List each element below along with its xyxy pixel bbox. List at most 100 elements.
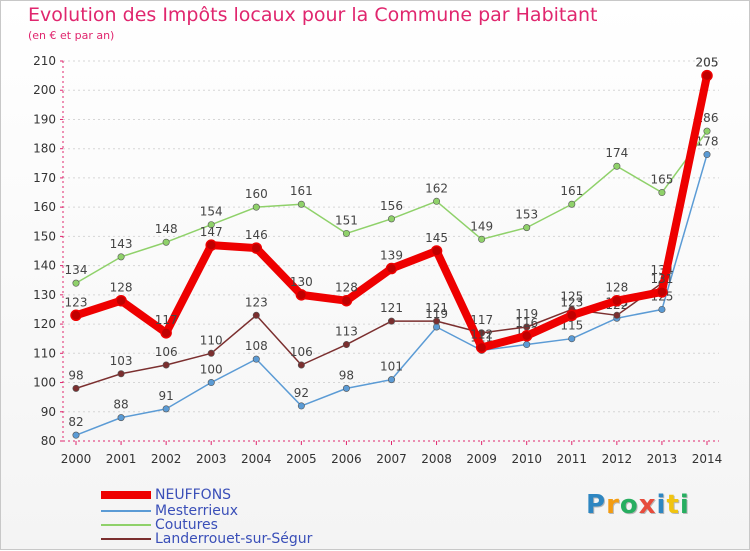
data-label: 128 [335,281,358,295]
y-tick-label: 170 [33,171,56,185]
data-point [160,327,172,339]
data-label: 116 [515,316,538,330]
data-point [433,317,441,325]
y-tick-label: 200 [33,83,56,97]
chart-subtitle: (en € et par an) [28,29,115,42]
y-tick-label: 120 [33,317,56,331]
data-label: 205 [696,56,719,70]
data-point [658,305,666,313]
data-label: 106 [155,345,178,359]
data-point [478,235,486,243]
data-label: 125 [560,289,583,303]
data-label: 88 [113,398,128,412]
data-label: 205 [696,56,719,70]
data-point [523,341,531,349]
data-point [611,294,623,307]
logo-letter: i [656,490,667,520]
data-label: 147 [200,225,223,239]
y-tick-label: 130 [33,288,56,302]
logo-letter: o [619,490,639,520]
x-tick-label: 2003 [196,452,227,466]
data-label: 103 [110,354,133,368]
data-point [250,242,263,254]
data-label: 130 [290,275,313,289]
data-label: 174 [605,146,628,160]
legend-label: Coutures [155,516,218,533]
data-label: 146 [245,228,268,242]
data-point [252,203,260,211]
x-tick-label: 2004 [241,452,272,466]
data-point [520,330,533,342]
data-label: 98 [68,368,83,382]
data-label: 119 [425,307,448,321]
legend-label: Mesterrieux [155,502,239,519]
proxiti-logo: Proxiti [586,490,690,520]
legend-item-mesterrieux: Mesterrieux [101,502,239,519]
data-point [207,221,215,229]
x-tick-label: 2010 [511,452,542,466]
x-tick-label: 2007 [376,452,407,466]
data-label: 112 [470,327,493,341]
data-label: 119 [515,307,538,321]
data-point [430,245,443,257]
data-point [342,229,350,237]
data-point [568,200,576,208]
data-point [297,200,305,208]
data-point [433,323,441,331]
data-point [72,431,80,439]
data-label: 117 [155,313,178,327]
data-label: 117 [470,313,493,327]
legend-swatch [101,537,151,540]
x-tick-label: 2000 [61,452,92,466]
y-tick-label: 140 [33,259,56,273]
data-label: 100 [200,363,223,377]
logo-letter: i [679,490,690,520]
data-point [117,414,125,422]
data-point [340,294,353,307]
data-point [566,309,578,322]
data-point [72,279,80,287]
x-tick-label: 2002 [151,452,182,466]
data-point [613,311,621,319]
data-label: 165 [650,173,673,187]
data-label: 154 [200,205,223,219]
data-label: 121 [380,301,403,315]
data-point [703,151,711,159]
data-point [162,361,170,369]
data-label: 91 [159,389,174,403]
data-point [207,379,215,387]
data-point [385,262,398,275]
x-tick-label: 2006 [331,452,362,466]
legend-swatch [101,490,151,499]
y-tick-label: 210 [33,54,56,68]
logo-letter: x [638,490,657,520]
legend-item-coutures: Coutures [101,516,218,533]
legend-label: NEUFFONS [155,486,232,503]
data-label: 153 [515,208,538,222]
y-tick-label: 100 [33,376,56,390]
data-point [475,341,488,354]
y-tick-label: 110 [33,346,56,360]
legend-item-landerrouet: Landerrouet-sur-Ségur [101,530,313,547]
data-point [207,349,215,357]
data-label: 156 [380,199,403,213]
y-tick-label: 80 [41,434,56,448]
x-tick-label: 2009 [466,452,497,466]
data-point [252,311,260,319]
data-point [433,197,441,205]
logo-letter: r [606,490,620,520]
data-label: 139 [380,249,403,263]
legend-label: Landerrouet-sur-Ségur [155,530,313,547]
data-point [297,361,305,369]
data-point [117,253,125,261]
data-point [701,69,713,82]
data-point [387,317,395,325]
data-label: 101 [380,360,403,374]
data-point [70,309,82,322]
data-label: 82 [68,415,83,429]
data-label: 113 [335,325,358,339]
chart-title: Evolution des Impôts locaux pour la Comm… [28,4,598,26]
data-label: 106 [290,345,313,359]
data-label: 161 [560,184,583,198]
